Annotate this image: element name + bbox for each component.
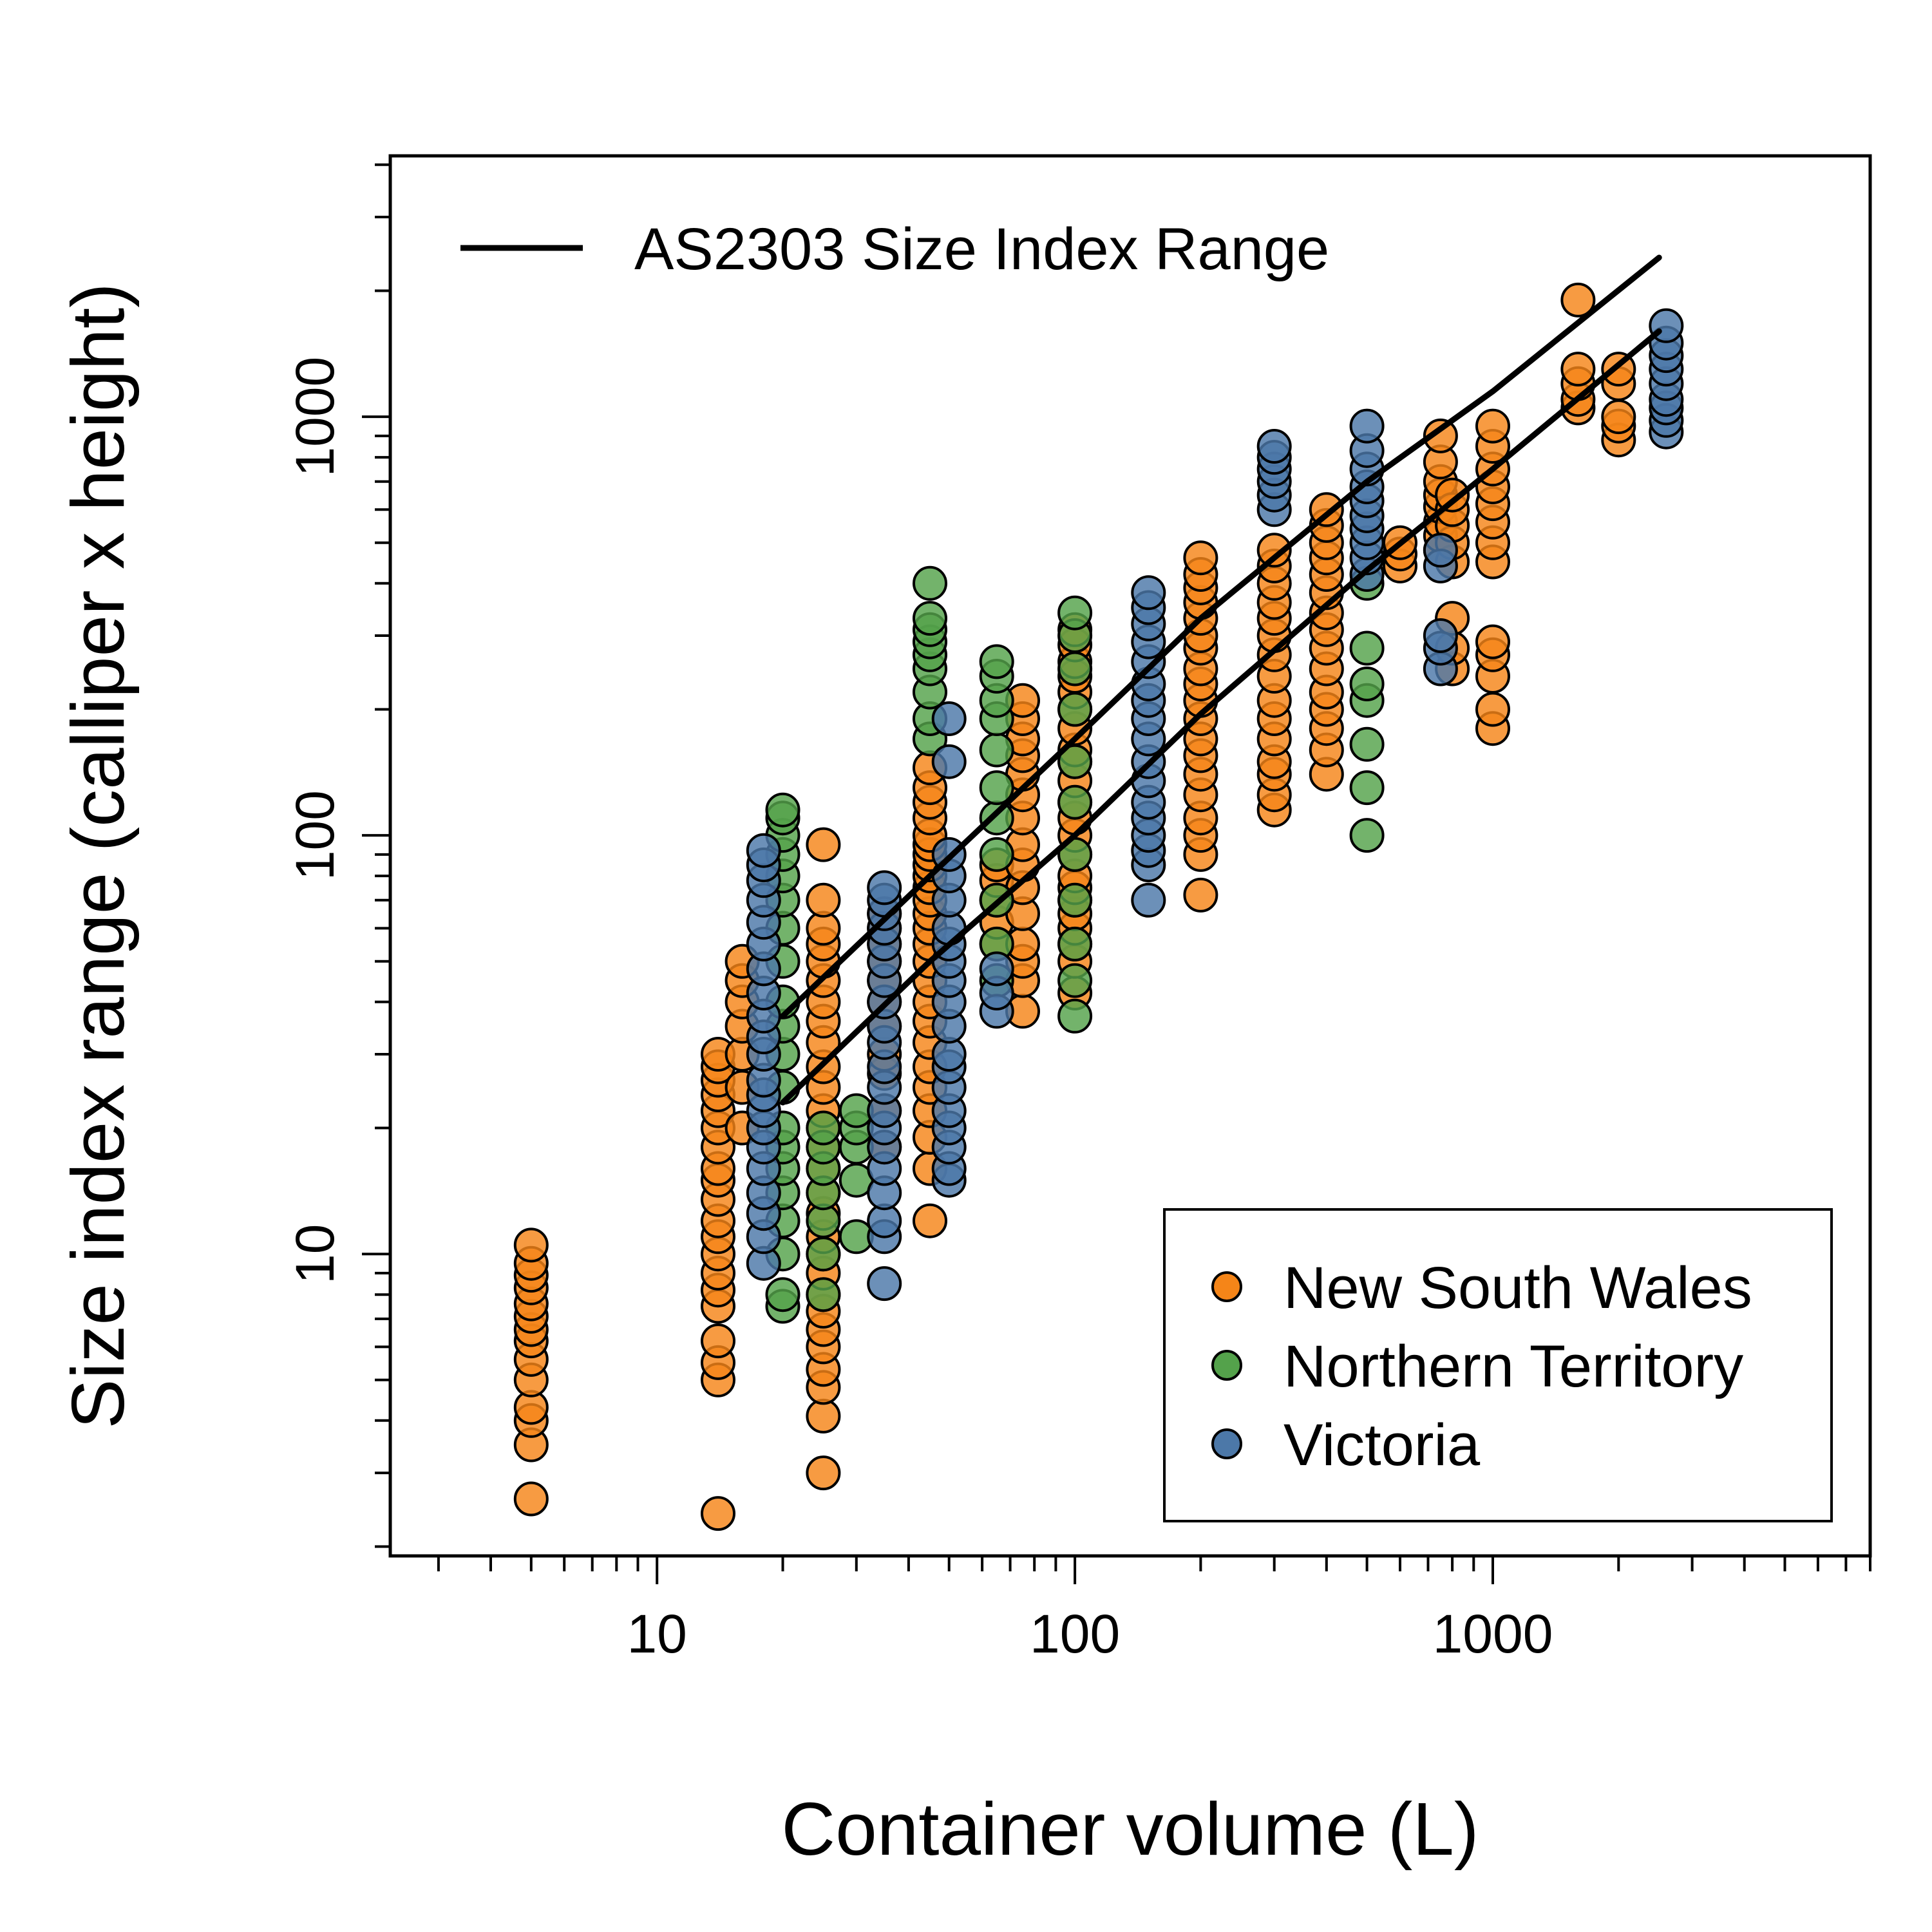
data-point-nt [806,1277,841,1312]
x-tick-label: 1000 [1433,1604,1553,1664]
data-point-nt [1057,926,1093,961]
data-point-nt [979,732,1014,768]
legend-label-nsw: New South Wales [1283,1255,1752,1321]
data-point-nt [1349,818,1385,853]
data-point-nt [1057,963,1093,998]
data-point-nt [1349,667,1385,701]
data-point-nsw [1183,540,1218,576]
data-point-vic [1349,408,1385,444]
legend-label-nt: Northern Territory [1283,1334,1743,1399]
legend-entry: Victoria [1211,1412,1481,1478]
data-point-nsw [1560,352,1596,387]
data-point-nsw [806,882,841,918]
data-point-nt [1057,998,1093,1034]
reference-line-2 [780,328,1662,1106]
data-point-nsw [1256,533,1292,568]
data-point-nt [913,565,947,601]
legend-entry: Northern Territory [1211,1334,1743,1399]
data-point-nsw [701,1496,735,1531]
data-point-nsw [806,827,841,862]
data-point-nsw [1560,282,1596,317]
x-axis: 10 100 1000 [437,1556,1871,1664]
legend-marker-nsw [1211,1271,1242,1302]
data-point-nt [1057,882,1093,918]
data-point-vic [867,870,902,905]
legend: New South Wales Northern Territory Victo… [1163,1208,1833,1522]
data-point-vic [931,744,967,779]
data-point-nt [1057,744,1093,779]
data-point-nt [765,792,800,828]
legend-entry: New South Wales [1211,1255,1752,1321]
line-legend-label: AS2303 Size Index Range [634,216,1329,282]
data-point-nt [1057,784,1093,820]
data-point-nt [1057,651,1093,687]
legend-label-vic: Victoria [1283,1412,1481,1478]
data-point-nsw [1423,418,1458,453]
data-point-vic [979,951,1014,987]
data-point-nsw [1183,877,1218,913]
data-point-nsw [1601,399,1636,435]
data-point-nsw [1309,492,1344,527]
line-legend: AS2303 Size Index Range [460,216,1329,282]
data-point-nt [1057,595,1093,630]
data-point-vic [1131,575,1166,611]
y-axis: 10 100 1000 [285,163,390,1548]
data-point-nsw [513,1227,549,1263]
data-point-nt [1349,630,1385,666]
x-tick-label: 10 [627,1604,687,1664]
data-point-vic [1423,618,1458,653]
data-point-nsw [1475,692,1510,727]
data-point-nt [979,644,1014,679]
data-point-nsw [913,1203,947,1238]
data-point-nsw [1435,477,1470,513]
legend-box [1163,1208,1833,1522]
y-tick-label: 1000 [285,357,345,477]
data-point-nt [913,601,947,636]
data-point-vic [867,1266,902,1302]
plot-frame [388,154,1872,1558]
data-point-vic [931,701,967,736]
data-point-nt [806,1110,841,1146]
y-tick-label: 10 [285,1224,345,1283]
data-point-nt [979,837,1014,872]
data-point-nt [1349,770,1385,806]
data-point-vic [746,833,781,868]
data-point-nt [765,1277,800,1312]
legend-marker-nt [1211,1350,1242,1381]
data-point-nsw [513,1481,549,1517]
data-point-nsw [1475,408,1510,444]
data-point-nt [1349,726,1385,762]
data-point-nt [806,1236,841,1272]
data-point-nsw [1475,624,1510,659]
data-point-nsw [806,1455,841,1491]
legend-marker-vic [1211,1428,1242,1459]
reference-lines [780,254,1662,1106]
x-tick-label: 100 [1030,1604,1120,1664]
data-point-nsw [701,1323,735,1359]
data-point-nt [979,800,1014,836]
reference-line-1 [780,254,1662,1019]
y-axis-title: Size index range (calliper x height) [56,283,140,1429]
data-point-nt [1057,692,1093,727]
data-point-vic [1256,429,1292,464]
x-axis-title: Container volume (L) [781,1787,1479,1871]
data-point-vic [1423,533,1458,568]
data-point-vic [1131,882,1166,918]
y-tick-label: 100 [285,790,345,880]
data-point-nt [979,770,1014,806]
